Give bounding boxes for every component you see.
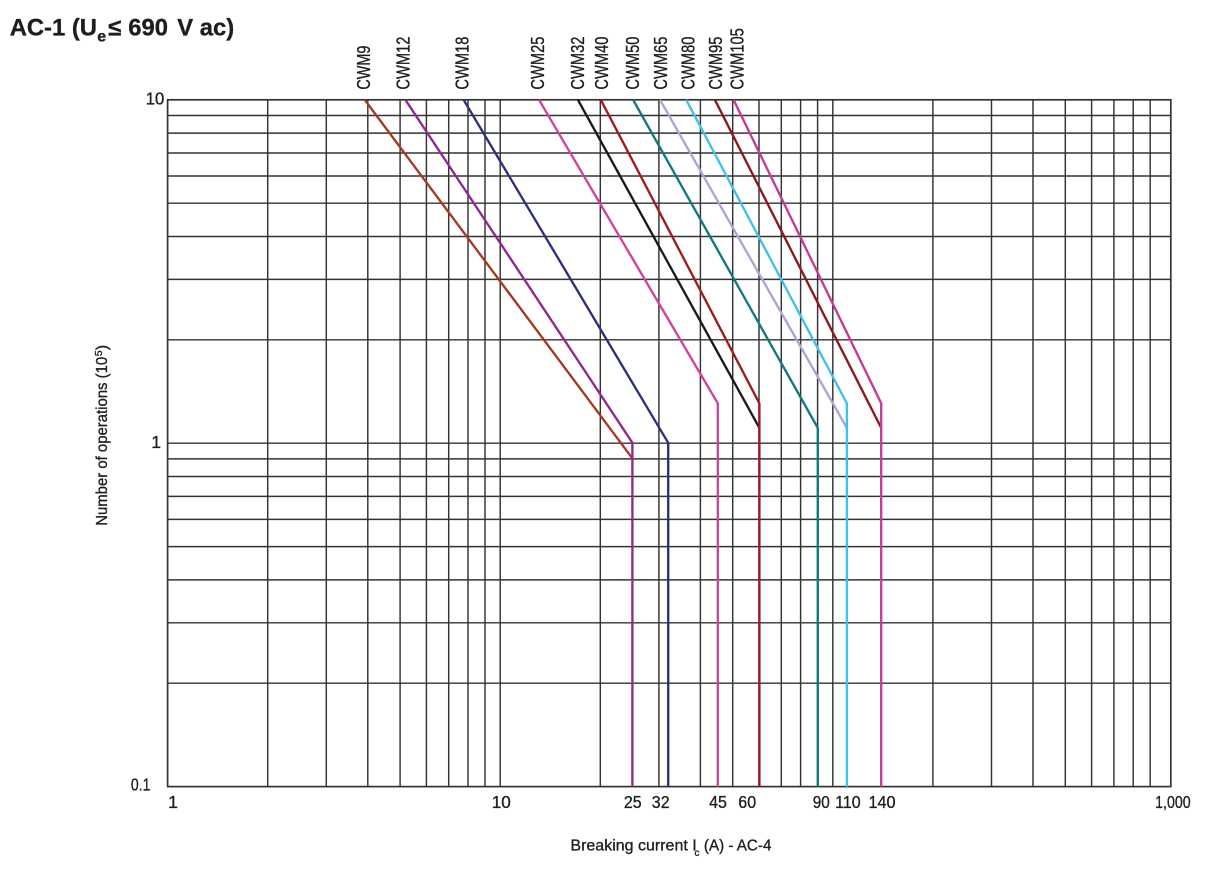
svg-text:(A) - AC-4: (A) - AC-4 [704,838,772,855]
svg-text:CWM95: CWM95 [706,37,726,90]
svg-text:1: 1 [151,432,161,452]
svg-text:32: 32 [652,792,670,812]
svg-text:CWM32: CWM32 [568,37,588,90]
svg-text:110: 110 [835,792,861,812]
svg-text:1: 1 [168,792,178,812]
svg-text:90: 90 [813,792,830,812]
svg-text:140: 140 [869,792,896,812]
svg-text:CWM25: CWM25 [528,37,548,90]
svg-text:CWM18: CWM18 [453,37,473,90]
svg-text:0.1: 0.1 [131,775,151,795]
svg-text:10: 10 [146,89,165,109]
svg-text:45: 45 [709,792,727,812]
svg-text:): ) [94,345,111,350]
svg-text:c: c [695,848,700,859]
svg-text:10: 10 [492,792,511,812]
svg-text:5: 5 [93,350,105,356]
svg-text:CWM105: CWM105 [727,28,747,90]
svg-text:CWM50: CWM50 [623,37,643,90]
svg-text:1,000: 1,000 [1155,792,1191,812]
svg-text:60: 60 [738,792,756,812]
svg-text:25: 25 [624,792,642,812]
svg-text:CWM9: CWM9 [354,46,374,90]
svg-text:CWM12: CWM12 [393,37,413,90]
svg-text:CWM40: CWM40 [592,37,612,90]
svg-text:Number of operations (10: Number of operations (10 [94,357,111,526]
svg-text:CWM65: CWM65 [651,37,671,90]
svg-text:CWM80: CWM80 [679,37,699,90]
svg-text:Breaking current I: Breaking current I [570,838,696,855]
